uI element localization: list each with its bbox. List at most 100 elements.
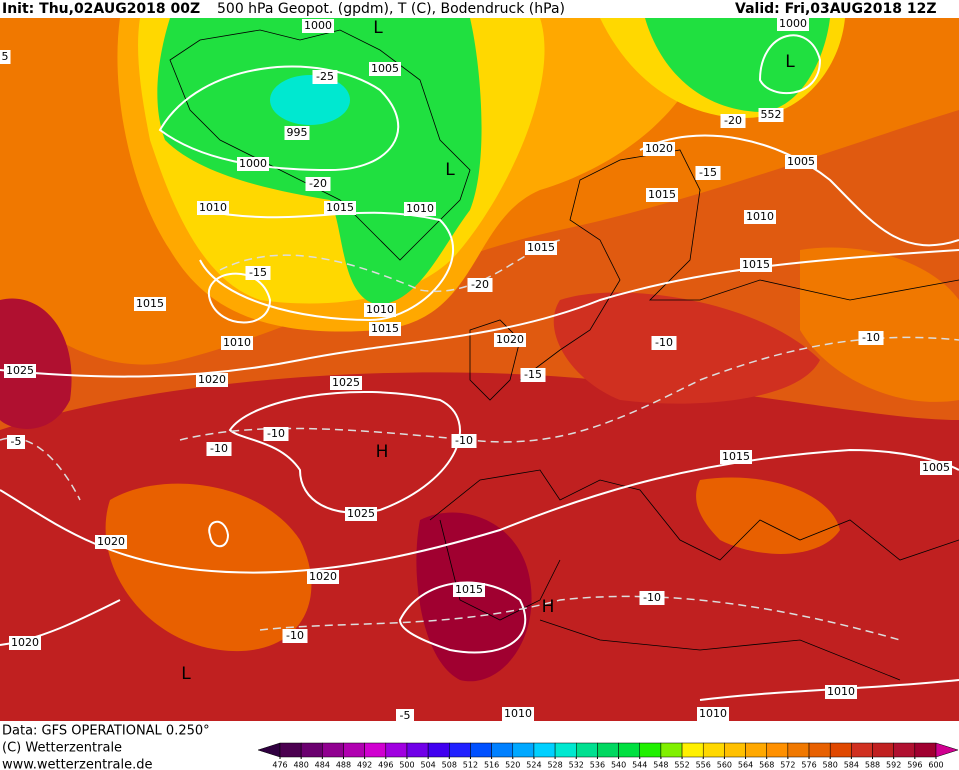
colorbar-tick-label: 548	[653, 761, 668, 770]
colorbar-bin	[491, 742, 514, 758]
colorbar-bin	[385, 742, 408, 758]
contour-label: 552	[761, 108, 782, 121]
colorbar-tick-label: 596	[907, 761, 922, 770]
colorbar-tick-label: 592	[886, 761, 901, 770]
contour-label-box	[282, 629, 308, 643]
contour-label-box	[206, 442, 232, 456]
colorbar-bin	[576, 742, 598, 758]
contour-label-box	[920, 461, 952, 475]
pressure-center: H	[542, 597, 555, 617]
colorbar-bin	[639, 742, 662, 758]
contour-label: 1010	[199, 201, 227, 214]
contour-label-box	[467, 278, 493, 292]
contour-label-box	[312, 70, 338, 84]
colorbar-bin	[851, 742, 873, 758]
contour-label-box	[720, 450, 752, 464]
contour-label-box	[284, 126, 310, 140]
contour-label-box	[134, 297, 166, 311]
contour-label-box	[651, 336, 677, 350]
colorbar-bin	[808, 742, 831, 758]
contour-label-box	[744, 210, 776, 224]
contour-label: 1010	[746, 210, 774, 223]
contour-label: 1005	[371, 62, 399, 75]
contour-label-box	[364, 303, 396, 317]
contour-label: 1010	[223, 336, 251, 349]
colorbar-tick-label: 512	[463, 761, 478, 770]
map-background	[0, 18, 959, 721]
contour-label: -10	[267, 427, 285, 440]
contour-label: -5	[400, 709, 411, 722]
contour-label: -10	[655, 336, 673, 349]
contour-label: 1010	[827, 685, 855, 698]
contour-label-box	[520, 368, 546, 382]
colorbar-tick-label: 580	[823, 761, 838, 770]
colorbar-tick-label: 528	[547, 761, 562, 770]
colorbar-tick-label: 568	[759, 761, 774, 770]
contour-label-box	[825, 685, 857, 699]
contour-label: 1010	[504, 707, 532, 720]
contour-label-box	[777, 17, 809, 31]
pressure-center: L	[785, 52, 795, 72]
contour-label-box	[345, 507, 377, 521]
contour-label: -5	[11, 435, 22, 448]
data-source: Data: GFS OPERATIONAL 0.250°	[2, 724, 210, 739]
contour-label: -20	[471, 278, 489, 291]
contour-label-box	[221, 336, 253, 350]
colorbar-tick-label: 524	[526, 761, 541, 770]
contour-label-box	[453, 583, 485, 597]
contour-label: 1015	[455, 583, 483, 596]
contour-label-box	[197, 201, 229, 215]
colorbar-tick-label: 476	[272, 761, 287, 770]
colorbar-tick-label: 508	[442, 761, 457, 770]
colorbar-tick-label: 556	[696, 761, 711, 770]
contour-label: 1015	[722, 450, 750, 463]
colorbar-tick-label: 564	[738, 761, 753, 770]
colorbar-tick-label: 488	[336, 761, 351, 770]
contour-label-box	[369, 322, 401, 336]
contour-label: 1020	[645, 142, 673, 155]
contour-label-box	[196, 373, 228, 387]
init-time: Init: Thu,02AUG2018 00Z	[2, 1, 200, 17]
contour-label-box	[369, 62, 401, 76]
contour-label: 1015	[648, 188, 676, 201]
contour-label: 1020	[309, 570, 337, 583]
contour-label: -20	[724, 114, 742, 127]
pressure-center: H	[376, 442, 389, 462]
contour-label-box	[245, 266, 271, 280]
copyright: (C) Wetterzentrale	[2, 741, 122, 756]
colorbar-tick-label: 540	[611, 761, 626, 770]
contour-label: 1010	[406, 202, 434, 215]
contour-label: -15	[249, 266, 267, 279]
colorbar-bin	[533, 742, 556, 758]
colorbar-tick-label: 500	[399, 761, 414, 770]
pressure-center: L	[445, 160, 455, 180]
colorbar-bin	[343, 742, 365, 758]
colorbar-bin	[279, 742, 302, 758]
colorbar-bin	[681, 742, 704, 758]
colorbar: 476 480 484 488 492 496 500 504 508 512 516 520 524 5…	[257, 742, 959, 770]
colorbar-bin	[406, 742, 429, 758]
contour-label-box	[263, 427, 289, 441]
contour-label: -10	[455, 434, 473, 447]
colorbar-arrow	[257, 742, 281, 758]
colorbar-bin	[914, 742, 937, 758]
contour-label-box	[302, 19, 334, 33]
colorbar-bin	[364, 742, 387, 758]
contour-label: -10	[862, 331, 880, 344]
colorbar-tick-label: 584	[844, 761, 859, 770]
contour-label-box	[697, 707, 729, 721]
colorbar-bin	[554, 742, 577, 758]
contour-label-box	[643, 142, 675, 156]
contour-label-box	[646, 188, 678, 202]
colorbar-bin	[702, 742, 725, 758]
colorbar-bin	[597, 742, 619, 758]
contour-label-box	[720, 114, 746, 128]
contour-label-box	[639, 591, 665, 605]
contour-label: -10	[643, 591, 661, 604]
contour-label: 1015	[371, 322, 399, 335]
contour-label-box	[330, 376, 362, 390]
colorbar-bin	[449, 742, 471, 758]
contour-label: 1005	[787, 155, 815, 168]
